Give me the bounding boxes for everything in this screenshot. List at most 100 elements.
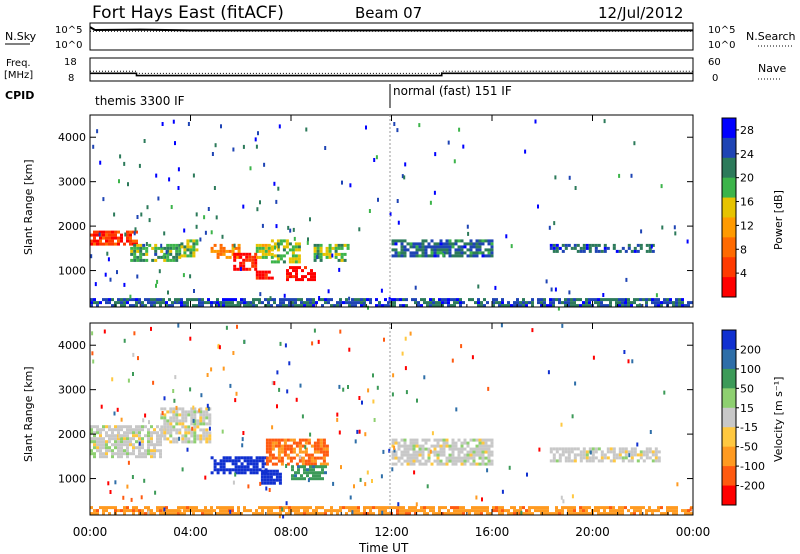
velocity-cell: [612, 506, 615, 510]
velocity-scatter-point: [276, 370, 279, 375]
power-cell: [340, 258, 344, 262]
power-cell: [144, 304, 147, 308]
velocity-cell: [372, 506, 375, 510]
power-cell: [588, 298, 591, 302]
power-cell: [282, 254, 286, 258]
power-scatter-point: [278, 124, 281, 129]
velocity-cell: [117, 449, 120, 453]
power-scatter-point: [249, 166, 252, 171]
velocity-cell: [651, 509, 654, 513]
power-scatter-point: [232, 147, 235, 152]
power-scatter-point: [242, 144, 245, 149]
power-cell: [251, 264, 255, 268]
velocity-cell: [163, 437, 167, 441]
power-cell: [231, 298, 234, 302]
power-scatter-point: [674, 231, 677, 236]
velocity-cell: [298, 441, 302, 445]
power-cell: [328, 255, 332, 259]
velocity-cell: [175, 437, 179, 441]
velocity-cell: [240, 456, 244, 460]
velocity-cell: [433, 438, 437, 442]
velocity-cell: [108, 425, 111, 429]
power-cell: [597, 249, 601, 253]
velocity-cell: [129, 440, 132, 444]
velocity-cell: [403, 438, 407, 442]
velocity-cell: [120, 509, 123, 513]
velocity-scatter-point: [295, 397, 298, 402]
velocity-cell: [633, 506, 636, 510]
power-cell: [117, 239, 120, 243]
power-cell: [469, 251, 473, 255]
power-cell: [291, 304, 294, 308]
velocity-scatter-point: [627, 359, 630, 364]
power-cell: [242, 252, 246, 256]
power-scatter-point: [102, 197, 105, 202]
power-cell: [469, 254, 473, 258]
power-cell: [254, 252, 258, 256]
power-cell: [657, 301, 660, 305]
power-cell: [495, 301, 498, 305]
power-cell: [519, 304, 522, 308]
velocity-cell: [588, 512, 591, 516]
power-cell: [111, 236, 114, 240]
power-cell: [487, 239, 491, 243]
velocity-cell: [174, 512, 177, 516]
velocity-cell: [159, 437, 162, 441]
velocity-scatter-point: [189, 387, 192, 392]
velocity-cell: [93, 437, 96, 441]
velocity-cell: [417, 509, 420, 513]
velocity-cell: [172, 437, 176, 441]
velocity-cell: [237, 468, 241, 472]
velocity-cell: [135, 428, 138, 432]
power-cell: [411, 298, 414, 302]
velocity-cell: [507, 509, 510, 513]
velocity-cell: [228, 471, 232, 475]
velocity-cell: [192, 509, 195, 513]
power-cell: [154, 249, 158, 253]
velocity-cell: [360, 512, 363, 516]
velocity-cell: [175, 413, 179, 417]
velocity-cell: [90, 431, 93, 435]
velocity-cell: [249, 456, 253, 460]
power-cell: [391, 254, 395, 258]
power-cell: [340, 255, 344, 259]
velocity-cell: [486, 506, 489, 510]
power-cell: [666, 298, 669, 302]
velocity-cell: [120, 428, 123, 432]
velocity-cell: [289, 459, 293, 463]
velocity-cell: [450, 506, 453, 510]
time-axis: 00:00 04:00 08:00 12:00 16:00 20:00 00:00: [73, 115, 710, 539]
power-cell: [175, 249, 179, 253]
power-scatter-point: [274, 245, 276, 250]
power-cell: [285, 304, 288, 308]
velocity-cell: [354, 509, 357, 513]
velocity-cell: [294, 509, 297, 513]
power-cell: [330, 298, 333, 302]
power-scatter-point: [273, 181, 276, 186]
power-cell: [90, 298, 93, 302]
power-cell: [126, 236, 129, 240]
power-cell: [123, 301, 126, 305]
velocity-colorbar-swatch: [722, 349, 736, 370]
velocity-cell: [289, 447, 293, 451]
velocity-cell: [141, 443, 144, 447]
power-cell: [105, 236, 108, 240]
power-cell: [585, 243, 589, 247]
power-cell: [254, 258, 258, 262]
velocity-cell: [391, 450, 395, 454]
velocity-cell: [442, 447, 446, 451]
velocity-cell: [432, 512, 435, 516]
power-cell: [219, 246, 223, 250]
power-cell: [543, 304, 546, 308]
velocity-cell: [271, 447, 275, 451]
power-cell: [366, 298, 369, 302]
power-cell: [304, 266, 307, 270]
velocity-cell: [618, 509, 621, 513]
velocity-cell: [369, 512, 372, 516]
power-cell: [436, 245, 440, 249]
power-cell: [522, 298, 525, 302]
velocity-cell: [442, 438, 446, 442]
velocity-cell: [460, 444, 464, 448]
velocity-cell: [325, 447, 329, 451]
xtick-label: 20:00: [575, 525, 610, 539]
